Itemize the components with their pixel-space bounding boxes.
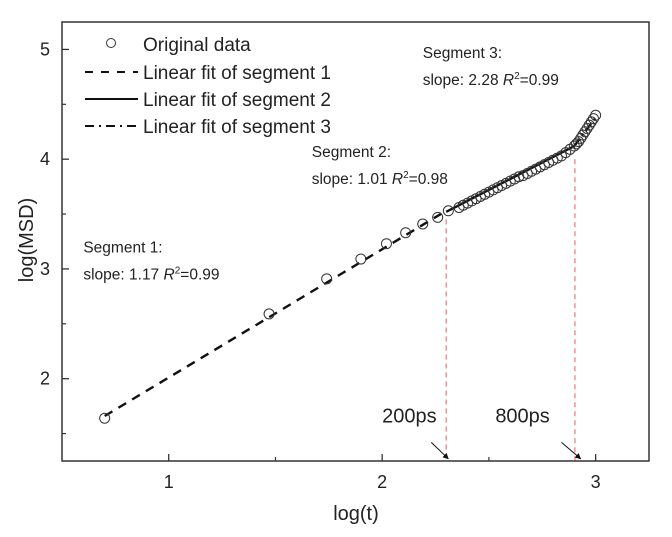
data-point <box>355 253 367 265</box>
annotation-seg2-stats: slope: 1.01 R2=0.98 <box>312 170 448 188</box>
data-point <box>263 308 275 320</box>
data-point <box>590 109 602 121</box>
data-point <box>442 205 454 217</box>
y-tick-label: 5 <box>40 39 50 59</box>
y-axis-title: log(MSD) <box>16 198 38 282</box>
data-point <box>570 138 582 150</box>
data-point <box>321 273 333 285</box>
legend-circle-icon <box>106 38 116 48</box>
x-tick-label: 1 <box>164 472 174 492</box>
annotation-seg1-title: Segment 1: <box>83 239 162 256</box>
time-marker-label: 200ps <box>382 406 437 428</box>
legend-label: Linear fit of segment 3 <box>143 117 331 138</box>
legend-label: Original data <box>143 35 251 56</box>
segment-annotations: Segment 1: slope: 1.17 R2=0.99 Segment 2: s… <box>83 45 559 283</box>
time-markers: 200ps 800ps <box>382 406 582 460</box>
x-axis-title: log(t) <box>333 503 379 525</box>
data-point <box>99 412 111 424</box>
axes: 1 2 3 2 3 4 5 <box>40 21 650 492</box>
y-tick-label: 3 <box>40 259 50 279</box>
data-point <box>380 238 392 250</box>
fit-line-segment-1 <box>104 209 447 418</box>
legend: Original data Linear fit of segment 1 Line… <box>85 35 331 138</box>
arrow-icon <box>430 441 449 460</box>
x-tick-label: 3 <box>591 472 601 492</box>
legend-label: Linear fit of segment 1 <box>143 63 331 84</box>
annotation-seg3-title: Segment 3: <box>423 45 502 62</box>
data-point <box>400 227 412 239</box>
fit-line-segment-3 <box>573 116 597 147</box>
data-point <box>417 218 429 230</box>
data-points <box>99 109 602 424</box>
legend-label: Linear fit of segment 2 <box>143 90 331 111</box>
annotation-seg1-stats: slope: 1.17 R2=0.99 <box>83 265 219 283</box>
x-tick-label: 2 <box>377 472 387 492</box>
time-marker-label: 800ps <box>495 406 550 428</box>
fit-line-segment-2 <box>445 144 575 213</box>
data-point <box>588 113 600 125</box>
reference-lines <box>445 159 576 461</box>
data-point <box>432 211 444 223</box>
y-tick-label: 2 <box>40 369 50 389</box>
annotation-seg3-stats: slope: 2.28 R2=0.99 <box>423 71 559 89</box>
data-point <box>568 140 580 152</box>
annotation-seg2-title: Segment 2: <box>312 144 391 161</box>
arrow-icon <box>561 441 582 460</box>
y-tick-label: 4 <box>40 149 50 169</box>
fit-lines <box>104 116 597 418</box>
plot-frame <box>61 21 650 462</box>
